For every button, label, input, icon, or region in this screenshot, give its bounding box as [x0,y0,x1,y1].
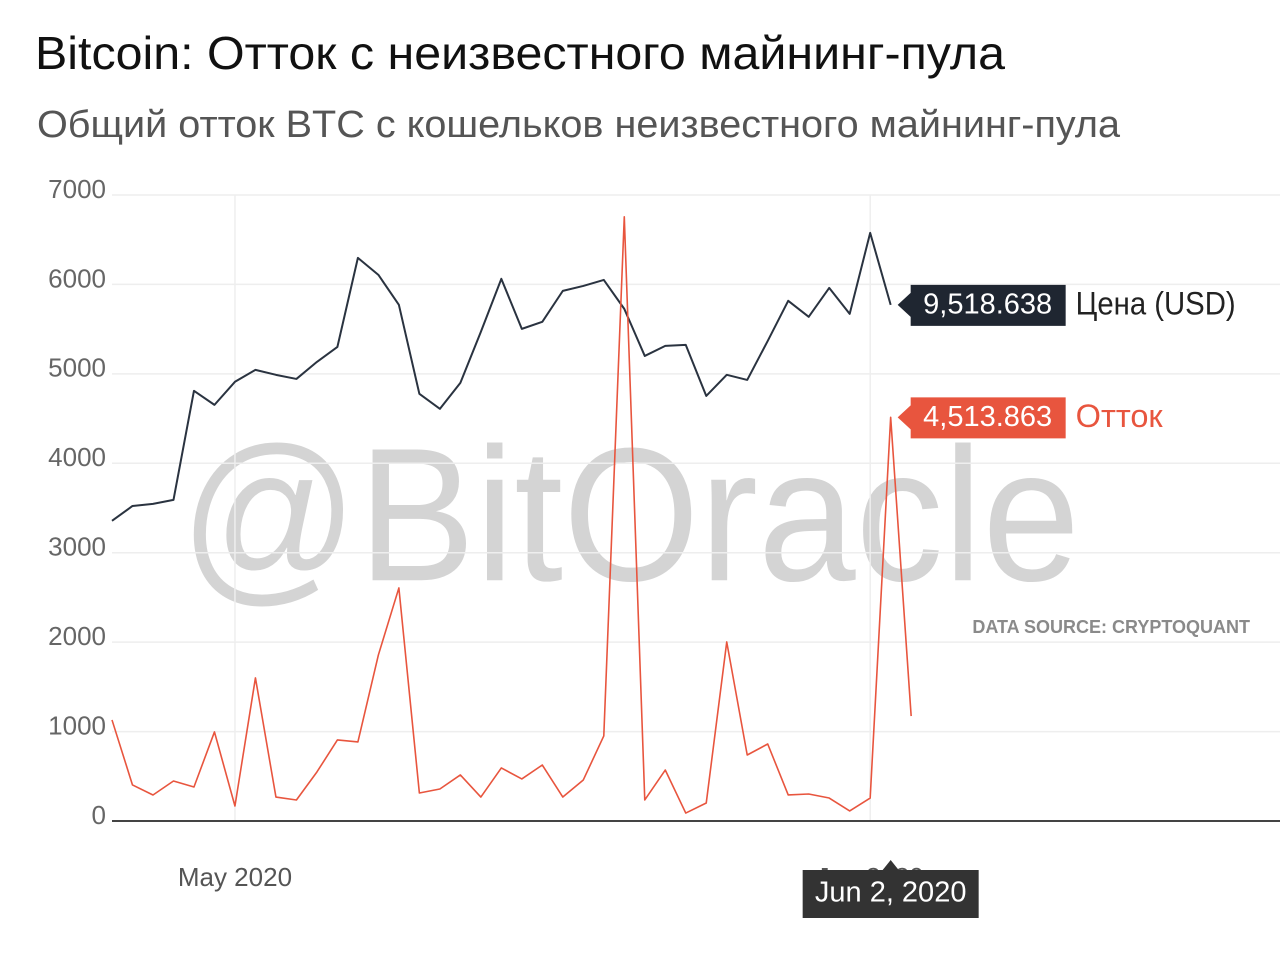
y-tick-label: 6000 [48,263,106,293]
source-note: DATA SOURCE: CRYPTOQUANT [972,617,1250,637]
hover-x-label: Jun 2, 2020 [815,877,967,909]
y-tick-label: 1000 [48,710,106,740]
y-tick-label: 0 [92,800,106,830]
hover-box [897,397,1066,439]
y-tick-label: 3000 [48,532,106,562]
y-tick-label: 2000 [48,621,106,651]
hover-box [897,284,1066,326]
legend-label: Цена (USD) [1076,285,1236,321]
y-tick-label: 7000 [48,174,106,204]
hover-value: 9,518.638 [923,288,1052,320]
chart-title: Bitcoin: Отток с неизвестного майнинг-пу… [35,27,1005,79]
hover-x-box [802,860,979,918]
watermark: @BitOracle [180,409,1080,621]
x-tick-label: May 2020 [178,862,292,892]
y-tick-label: 4000 [48,442,106,472]
y-tick-label: 5000 [48,353,106,383]
chart-subtitle: Общий отток BTC с кошельков неизвестного… [37,104,1121,146]
series-line [111,231,892,522]
legend-label: Отток [1076,398,1164,434]
series-line [111,216,912,814]
hover-value: 4,513.863 [923,401,1052,433]
